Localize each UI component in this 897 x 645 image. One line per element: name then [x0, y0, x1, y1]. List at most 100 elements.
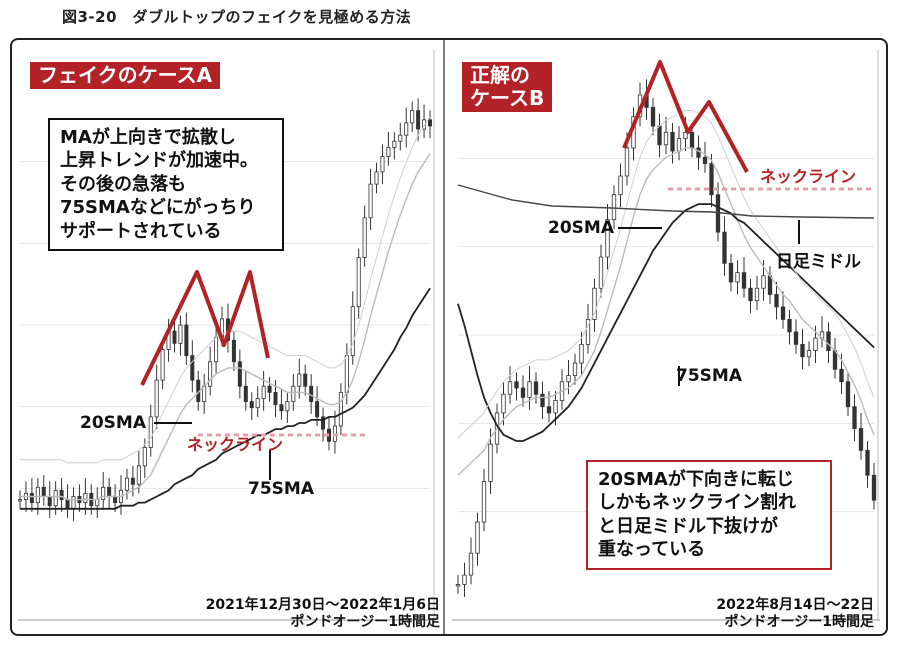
candle-body: [172, 330, 177, 344]
candle-body: [527, 381, 532, 398]
candle-body: [774, 294, 779, 308]
candle-body: [754, 287, 760, 302]
panel-b-callout-line: と日足ミドル下抜けが: [598, 515, 778, 537]
candle-body: [380, 156, 385, 173]
candle-body: [858, 428, 864, 451]
candle-body: [611, 194, 617, 221]
candle-body: [793, 331, 799, 345]
candle-body: [546, 406, 552, 414]
candle-body: [356, 257, 361, 308]
panel-a-double-top-marker: [140, 270, 270, 386]
candle-body: [184, 324, 189, 357]
candle-body: [696, 147, 701, 158]
candle-body: [624, 147, 630, 177]
panel-b-callout-line: 重なっている: [598, 539, 706, 561]
candle-body: [368, 183, 373, 219]
figure-title: 図3-20 ダブルトップのフェイクを見極める方法: [62, 8, 412, 26]
candle-body: [728, 262, 734, 283]
candle-body: [202, 385, 207, 402]
ma-band-line: [20, 116, 431, 464]
candle-body: [475, 521, 480, 554]
candle-body: [321, 416, 326, 430]
candle-body: [481, 481, 487, 523]
candle-body: [618, 175, 623, 196]
panel-a-symbol: ポンドオージー1時間足: [290, 613, 440, 630]
candle-body: [410, 110, 415, 124]
candle-body: [303, 373, 308, 387]
candle-body: [178, 324, 183, 344]
candle-body: [787, 319, 792, 333]
panel-a-callout-line: 上昇トレンドが加速中。: [60, 150, 258, 172]
candle-body: [267, 385, 272, 393]
candle-body: [598, 256, 604, 289]
candle-body: [148, 416, 153, 448]
candle-body: [249, 401, 254, 409]
candle-body: [237, 361, 242, 387]
ma-line-slow: [20, 287, 431, 510]
candle-body: [71, 496, 76, 510]
candle-body: [709, 163, 714, 196]
chart-svg: [17, 40, 880, 634]
candle-body: [422, 119, 427, 130]
candle-body: [154, 379, 159, 418]
candle-body: [101, 486, 106, 500]
candle-body: [780, 306, 786, 320]
candle-body: [404, 122, 409, 136]
candle-body: [566, 375, 571, 383]
candle-body: [488, 443, 493, 482]
candle-body: [344, 355, 349, 393]
candle-body: [839, 368, 844, 383]
panel-a-callout-line: その後の急落も: [60, 173, 186, 195]
panel-a-callout-line: サポートされている: [60, 220, 222, 242]
candle-body: [455, 584, 461, 587]
panel-a-period: 2021年12月30日～2022年1月6日: [205, 597, 440, 613]
candle-body: [579, 343, 584, 364]
candle-body: [243, 385, 248, 402]
candle-body: [297, 373, 302, 387]
candle-body: [663, 131, 669, 146]
candle-body: [572, 362, 578, 376]
ma-band-line: [457, 110, 875, 439]
candle-body: [130, 477, 135, 485]
candle-body: [279, 404, 284, 412]
panel-a-badge: フェイクのケースA: [30, 62, 221, 89]
candle-body: [386, 146, 391, 157]
panel-b-75sma-label: 75SMA: [676, 366, 742, 386]
panel-b-callout-line: しかもネックライン割れ: [598, 492, 796, 514]
panel-a-20sma-label: 20SMA: [80, 413, 146, 433]
candle-body: [845, 381, 851, 408]
candle-body: [95, 499, 100, 507]
panel-b-daily-middle-label: 日足ミドル: [776, 252, 861, 272]
ma-line-fast: [20, 153, 431, 501]
candle-body: [255, 398, 260, 409]
panel-a-callout-line: MAが上向きで拡散し: [60, 127, 236, 148]
candle-body: [273, 391, 278, 406]
candle-body: [514, 381, 519, 389]
panel-b-caption: 2022年8月14日～22日 ポンドオージー1時間足: [716, 597, 874, 631]
candle-body: [398, 134, 403, 142]
candle-body: [800, 343, 805, 358]
candle-body: [29, 493, 34, 504]
candle-body: [17, 499, 23, 502]
panel-b-callout-line: 20SMAが下向きに転じ: [598, 469, 794, 490]
candle-body: [427, 119, 433, 127]
candle-body: [735, 272, 740, 283]
candle-body: [540, 393, 545, 408]
candle-body: [285, 401, 290, 412]
candle-body: [676, 138, 682, 152]
candle-body: [585, 319, 591, 345]
panel-b-badge-line: ケースB: [470, 86, 545, 110]
candle-body: [416, 110, 421, 130]
panel-a-neckline-label: ネックライン: [187, 435, 284, 454]
candle-body: [214, 336, 219, 363]
candle-body: [689, 131, 695, 149]
panel-a-caption: 2021年12月30日～2022年1月6日 ポンドオージー1時間足: [206, 597, 440, 631]
chart-frame: フェイクのケースA MAが上向きで拡散し 上昇トレンドが加速中。 その後の急落も…: [10, 38, 888, 636]
candle-body: [507, 381, 513, 395]
ma-line-fast: [457, 147, 875, 476]
panel-b-20sma-label: 20SMA: [548, 218, 614, 238]
candle-body: [865, 449, 870, 476]
panel-b-daily-middle-line: [457, 184, 875, 219]
candle-body: [160, 349, 165, 381]
panel-b-callout: 20SMAが下向きに転じ しかもネックライン割れ と日足ミドル下抜けが 重なって…: [586, 460, 832, 570]
